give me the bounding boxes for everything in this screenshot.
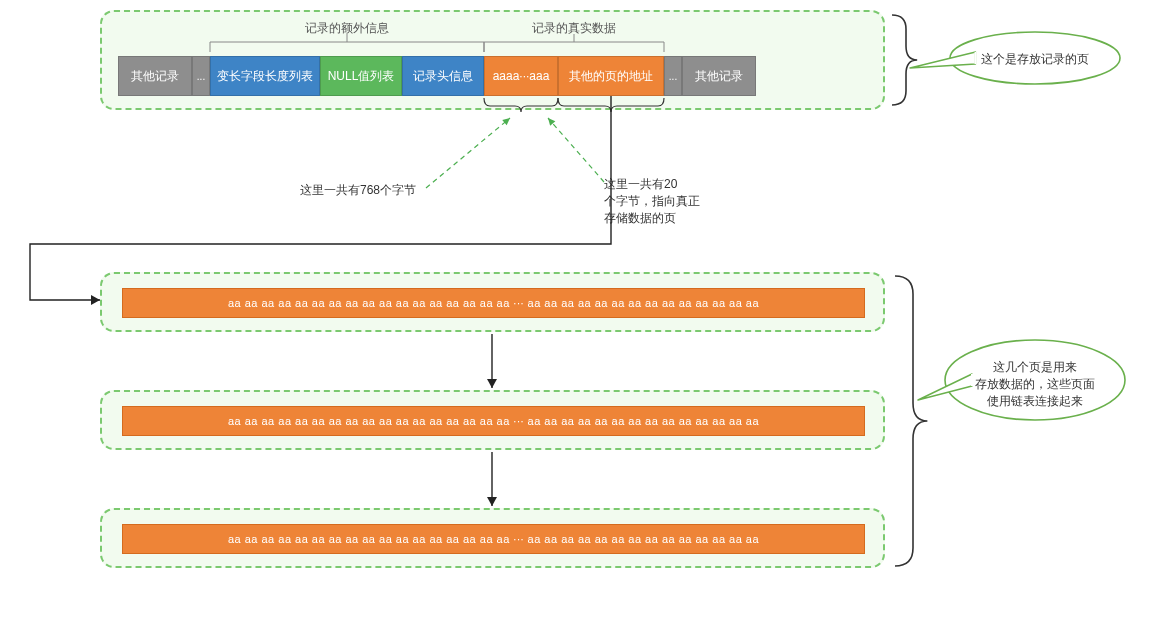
svg-marker-10	[487, 497, 497, 506]
